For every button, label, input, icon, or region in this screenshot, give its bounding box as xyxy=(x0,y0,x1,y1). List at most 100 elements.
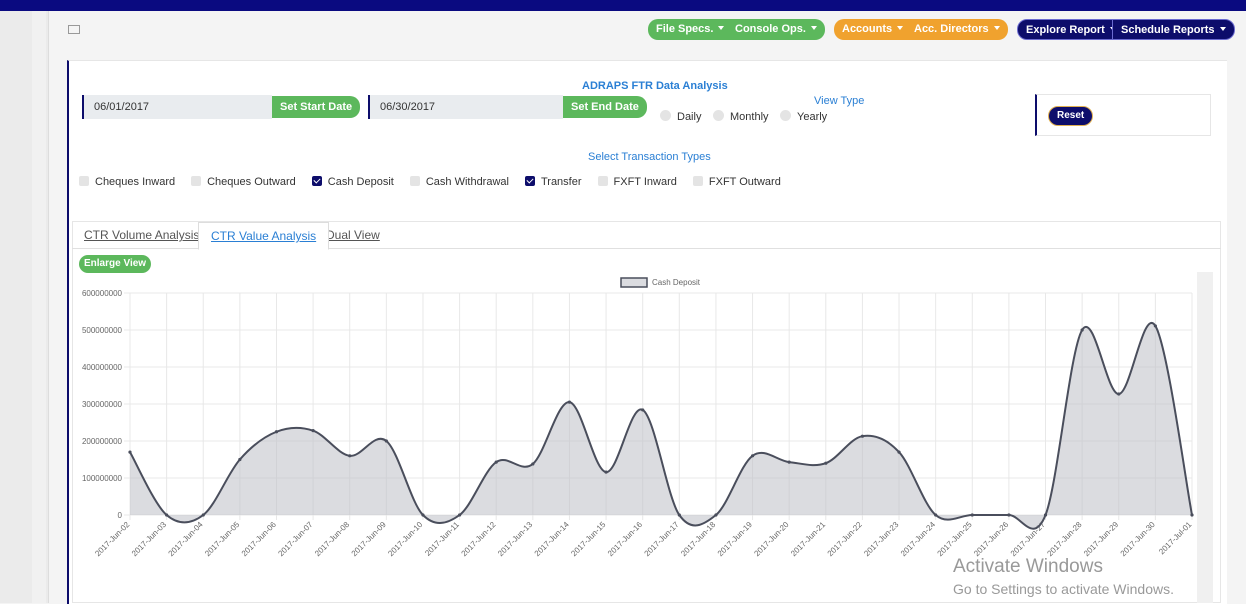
checkbox-box[interactable] xyxy=(191,176,201,186)
checkbox-label: Cheques Inward xyxy=(95,176,175,188)
x-tick-label: 2017-Jun-23 xyxy=(862,520,901,559)
x-tick-label: 2017-Jun-19 xyxy=(716,520,755,559)
x-tick-label: 2017-Jun-07 xyxy=(276,520,315,559)
x-tick-label: 2017-Jun-04 xyxy=(167,520,206,559)
point xyxy=(165,513,168,516)
checkbox[interactable]: FXFT Inward xyxy=(598,176,677,188)
radio[interactable]: Yearly xyxy=(780,110,827,123)
checkbox[interactable]: Transfer xyxy=(525,176,582,188)
transaction-types: Cheques Inward Cheques Outward Cash Deposi… xyxy=(79,176,797,188)
point xyxy=(1154,324,1157,327)
y-tick-label: 300000000 xyxy=(82,400,123,409)
checkbox-box[interactable] xyxy=(410,176,420,186)
checkbox-label: Cash Withdrawal xyxy=(426,176,509,188)
point xyxy=(641,408,644,411)
checkbox-box[interactable] xyxy=(79,176,89,186)
checkbox-label: Transfer xyxy=(541,176,582,188)
chart-scrollbar[interactable] xyxy=(1197,272,1213,603)
point xyxy=(1007,513,1010,516)
point xyxy=(421,513,424,516)
checkbox-label: FXFT Outward xyxy=(709,176,781,188)
x-tick-label: 2017-Jun-16 xyxy=(606,520,645,559)
panel-title: ADRAPS FTR Data Analysis xyxy=(582,80,728,92)
x-tick-label: 2017-Jun-26 xyxy=(972,520,1011,559)
x-tick-label: 2017-Jun-02 xyxy=(93,520,132,559)
radio[interactable]: Daily xyxy=(660,110,701,123)
set-start-button[interactable]: Set Start Date xyxy=(272,96,360,118)
checkbox[interactable]: Cheques Inward xyxy=(79,176,175,188)
point xyxy=(202,513,205,516)
y-tick-label: 200000000 xyxy=(82,437,123,446)
point xyxy=(1190,513,1193,516)
checkbox[interactable]: Cheques Outward xyxy=(191,176,296,188)
point xyxy=(604,470,607,473)
watermark-title: Activate Windows xyxy=(953,556,1103,578)
legend-swatch xyxy=(621,278,647,287)
checkbox[interactable]: Cash Withdrawal xyxy=(410,176,509,188)
set-end-button[interactable]: Set End Date xyxy=(563,96,647,118)
y-tick-label: 100000000 xyxy=(82,474,123,483)
checkbox-label: Cash Deposit xyxy=(328,176,394,188)
point xyxy=(348,454,351,457)
checkbox-box[interactable] xyxy=(312,176,322,186)
point xyxy=(238,458,241,461)
x-tick-label: 2017-Jun-03 xyxy=(130,520,169,559)
nav-button[interactable]: Accounts xyxy=(834,19,911,40)
point xyxy=(934,513,937,516)
point xyxy=(312,429,315,432)
chart: 0 100000000 200000000 300000000 400000000 500… xyxy=(72,268,1197,603)
radio[interactable]: Monthly xyxy=(713,110,769,123)
checkbox-box[interactable] xyxy=(598,176,608,186)
x-tick-label: 2017-Jun-29 xyxy=(1082,520,1121,559)
point xyxy=(824,462,827,465)
watermark-text: Go to Settings to activate Windows. xyxy=(953,581,1174,597)
checkbox-box[interactable] xyxy=(525,176,535,186)
x-tick-label: 2017-Jun-11 xyxy=(423,520,461,558)
point xyxy=(275,430,278,433)
y-tick-label: 0 xyxy=(118,511,123,520)
x-tick-label: 2017-Jun-25 xyxy=(936,520,975,559)
top-bar xyxy=(0,0,1246,11)
point xyxy=(1117,392,1120,395)
nav-button[interactable]: Schedule Reports xyxy=(1112,19,1235,40)
point xyxy=(385,439,388,442)
scrollbar[interactable] xyxy=(32,11,46,603)
point xyxy=(458,513,461,516)
end-date-input[interactable]: 06/30/2017 xyxy=(368,95,563,119)
radio-label: Yearly xyxy=(797,111,827,123)
x-tick-label: 2017-Jun-21 xyxy=(789,520,828,559)
x-tick-label: 2017-Jun-24 xyxy=(899,520,938,559)
point xyxy=(531,462,534,465)
area-fill xyxy=(130,323,1192,529)
point xyxy=(1081,328,1084,331)
x-tick-label: 2017-Jun-12 xyxy=(459,520,498,559)
checkbox-box[interactable] xyxy=(693,176,703,186)
x-tick-label: 2017-Jul-01 xyxy=(1157,520,1194,557)
menu-icon[interactable] xyxy=(68,25,80,34)
tab[interactable]: CTR Volume Analysis xyxy=(72,222,211,248)
point xyxy=(1044,513,1047,516)
legend-label: Cash Deposit xyxy=(652,278,701,287)
x-tick-label: 2017-Jun-06 xyxy=(240,520,279,559)
nav-button[interactable]: File Specs. xyxy=(648,19,732,40)
point xyxy=(971,513,974,516)
y-tick-label: 500000000 xyxy=(82,326,123,335)
x-tick-label: 2017-Jun-20 xyxy=(752,520,791,559)
point xyxy=(751,454,754,457)
point xyxy=(714,513,717,516)
x-tick-label: 2017-Jun-30 xyxy=(1119,520,1158,559)
x-tick-label: 2017-Jun-28 xyxy=(1045,520,1084,559)
checkbox[interactable]: FXFT Outward xyxy=(693,176,781,188)
point xyxy=(495,460,498,463)
start-date-input[interactable]: 06/01/2017 xyxy=(82,95,272,119)
tab[interactable]: CTR Value Analysis xyxy=(198,222,329,250)
point xyxy=(128,451,131,454)
nav-button[interactable]: Console Ops. xyxy=(727,19,825,40)
nav-button[interactable]: Acc. Directors xyxy=(906,19,1008,40)
point xyxy=(897,451,900,454)
checkbox[interactable]: Cash Deposit xyxy=(312,176,394,188)
reset-button[interactable]: Reset xyxy=(1048,106,1093,126)
nav-button[interactable]: Explore Report xyxy=(1017,19,1125,40)
y-tick-label: 400000000 xyxy=(82,363,123,372)
